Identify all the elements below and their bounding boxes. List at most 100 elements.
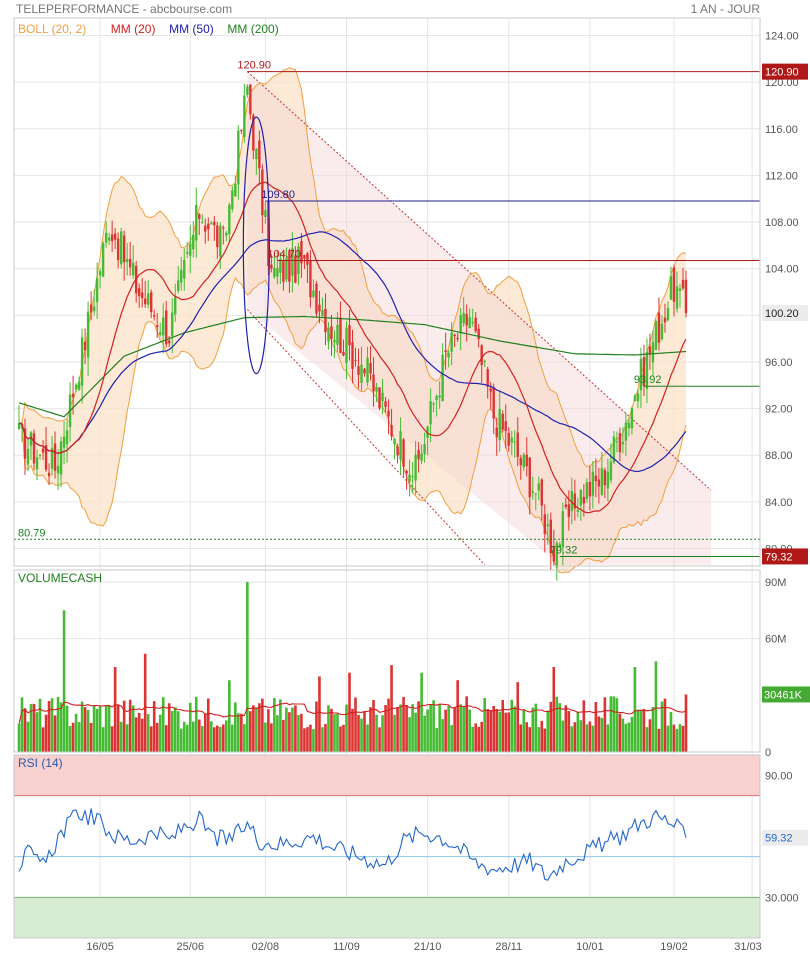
volume-bar: [516, 682, 520, 752]
x-tick-label: 19/02: [660, 941, 688, 953]
vol-tick-label: 90M: [765, 577, 786, 589]
volume-bar: [426, 709, 429, 752]
candle-body: [125, 259, 129, 263]
candle-body: [321, 310, 324, 316]
volume-bar: [306, 727, 309, 752]
volume-ma-line: [18, 701, 687, 725]
candle-body: [342, 352, 345, 356]
volume-bar: [89, 722, 93, 752]
candle-body: [573, 493, 577, 509]
volume-bar: [209, 721, 213, 752]
candle-body: [336, 324, 339, 345]
volume-bar: [92, 705, 96, 752]
period-label[interactable]: 1 AN - JOUR: [690, 2, 760, 16]
candle-body: [441, 354, 444, 402]
volume-bar: [606, 724, 610, 752]
y-tick-label: 116.00: [765, 124, 798, 136]
volume-bar: [41, 727, 45, 752]
candle-body: [243, 95, 246, 138]
candle-body: [267, 201, 270, 266]
volume-bar: [246, 582, 249, 752]
mm50-line: [18, 231, 687, 473]
candle-body: [285, 258, 288, 280]
candle-body: [663, 317, 667, 323]
volume-bar: [378, 727, 381, 752]
volume-bar: [360, 718, 363, 752]
volume-bar: [68, 726, 72, 752]
volume-bar: [519, 724, 523, 752]
volume-bar: [116, 704, 120, 752]
candle-body: [519, 458, 522, 466]
volume-bar: [600, 717, 604, 752]
volume-bar: [648, 719, 652, 752]
candle-body: [381, 392, 384, 402]
candle-body: [83, 341, 87, 351]
candle-body: [128, 258, 132, 268]
level-label: 93.92: [634, 374, 662, 386]
candle-body: [474, 317, 477, 332]
candle-body: [104, 232, 108, 243]
volume-bar: [633, 667, 637, 752]
rsi-line: [18, 808, 687, 881]
volume-bar: [597, 716, 601, 752]
volume-bar: [546, 710, 550, 752]
volume-bar: [459, 704, 462, 752]
volume-bar: [531, 707, 535, 752]
candle-body: [618, 432, 622, 453]
volume-bar: [573, 722, 577, 752]
y-tick-label: 120.00: [765, 77, 799, 89]
volume-bar: [225, 720, 228, 752]
volume-bar: [47, 701, 51, 752]
volume-bar: [243, 724, 246, 752]
candle-body: [198, 214, 201, 219]
y-tick-label: 88.00: [765, 450, 793, 462]
volume-bar: [228, 680, 231, 752]
candle-body: [153, 315, 156, 317]
volume-bar: [396, 706, 399, 752]
level-badge-text: 120.90: [765, 67, 799, 79]
chart-title: TELEPERFORMANCE - abcbourse.com: [16, 2, 233, 16]
volume-bar: [486, 709, 490, 752]
annotation-ellipse: [242, 116, 270, 375]
volume-bar: [567, 711, 571, 752]
volume-bar: [543, 728, 547, 752]
candle-body: [651, 342, 655, 363]
level-badge: [762, 548, 808, 565]
volume-bar: [504, 712, 508, 752]
volume-bar: [113, 667, 117, 752]
volume-bar: [191, 721, 195, 752]
candle-body: [222, 227, 225, 229]
candle-body: [146, 293, 150, 305]
volume-bar: [549, 701, 553, 752]
volume-bar: [197, 719, 201, 752]
candle-body: [143, 298, 147, 305]
volume-bar: [453, 707, 456, 752]
candle-body: [216, 225, 219, 248]
candle-body: [627, 422, 631, 429]
volume-bar: [654, 661, 658, 752]
volume-bar: [188, 702, 192, 752]
volume-bar: [639, 710, 643, 752]
candle-body: [240, 130, 243, 132]
candle-body: [35, 457, 39, 470]
volume-bar: [537, 727, 541, 752]
volume-bar: [137, 712, 141, 752]
volume-bar: [636, 709, 640, 752]
volume-bar: [131, 705, 135, 752]
volume-bar: [312, 729, 315, 752]
candle-body: [255, 148, 258, 159]
candle-body: [149, 292, 153, 313]
candle-body: [246, 86, 249, 95]
candle-body: [333, 339, 336, 343]
candle-body: [162, 317, 165, 336]
candle-body: [110, 234, 114, 242]
candle-body: [597, 479, 601, 487]
candle-body: [156, 325, 159, 328]
candle-body: [594, 475, 598, 482]
candle-body: [339, 317, 342, 353]
candle-body: [171, 312, 174, 337]
volume-bar: [372, 700, 375, 752]
volume-bar: [357, 714, 360, 752]
candle-body: [159, 332, 162, 335]
